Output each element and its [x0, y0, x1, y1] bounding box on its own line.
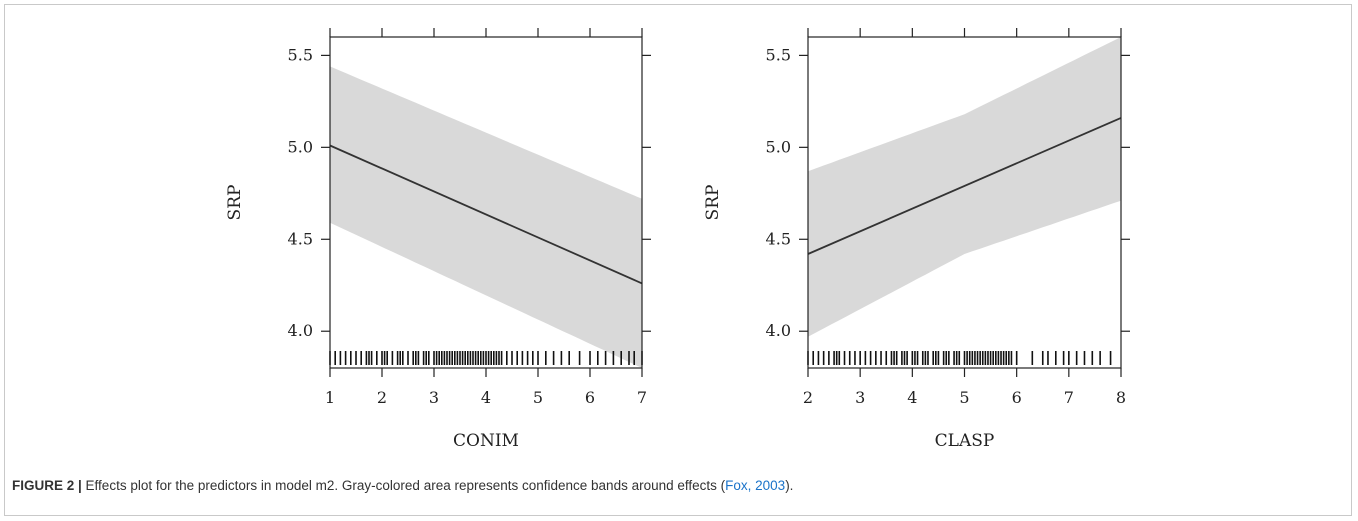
plot-panel-clasp: 2 3 4 5 6 7 8 4.0 4.5 5.0 5.5 CLASP SRP [703, 28, 1130, 451]
x-tick-label: 5 [959, 388, 969, 407]
y-tick-label: 5.0 [766, 137, 791, 156]
x-tick-label: 6 [585, 388, 595, 407]
y-tick-label: 4.0 [766, 321, 791, 340]
x-tick-label: 3 [855, 388, 865, 407]
x-tick-label: 2 [377, 388, 387, 407]
x-tick-label: 6 [1012, 388, 1022, 407]
x-axis-title: CLASP [935, 431, 995, 451]
y-tick-label: 4.0 [288, 321, 313, 340]
citation-link[interactable]: Fox, 2003 [725, 478, 786, 493]
y-tick-label: 5.5 [766, 45, 791, 64]
y-axis-title: SRP [703, 185, 723, 221]
y-axis-title: SRP [225, 185, 245, 221]
figure-label: FIGURE 2 | [12, 478, 82, 493]
x-tick-label: 7 [1064, 388, 1074, 407]
caption-text-end: ). [785, 478, 794, 493]
caption-text: Effects plot for the predictors in model… [81, 478, 726, 493]
x-tick-label: 1 [325, 388, 335, 407]
x-tick-label: 7 [637, 388, 647, 407]
rug [329, 351, 643, 365]
x-axis-title: CONIM [453, 431, 519, 451]
effect-line [329, 144, 643, 285]
y-tick-label: 5.0 [288, 137, 313, 156]
y-tick-label: 4.5 [288, 229, 313, 248]
confidence-band [330, 66, 642, 369]
x-tick-label: 8 [1116, 388, 1126, 407]
y-tick-label: 5.5 [288, 45, 313, 64]
x-tick-label: 4 [481, 388, 491, 407]
figure-caption: FIGURE 2 | Effects plot for the predicto… [12, 478, 1342, 493]
x-tick-label: 5 [533, 388, 543, 407]
effects-plots: 1 2 3 4 5 6 7 4.0 4.5 5.0 5.5 CONIM SRP 2 3 4 5 6 7 8 4.0 4.5… [225, 28, 1130, 451]
x-tick-label: 4 [907, 388, 917, 407]
plot-panel-conim: 1 2 3 4 5 6 7 4.0 4.5 5.0 5.5 CONIM SRP [225, 28, 651, 451]
x-tick-label: 2 [803, 388, 813, 407]
figure-frame [4, 4, 1352, 516]
rug [807, 351, 1112, 365]
y-tick-label: 4.5 [766, 229, 791, 248]
x-tick-label: 3 [429, 388, 439, 407]
effect-line [807, 117, 1122, 255]
